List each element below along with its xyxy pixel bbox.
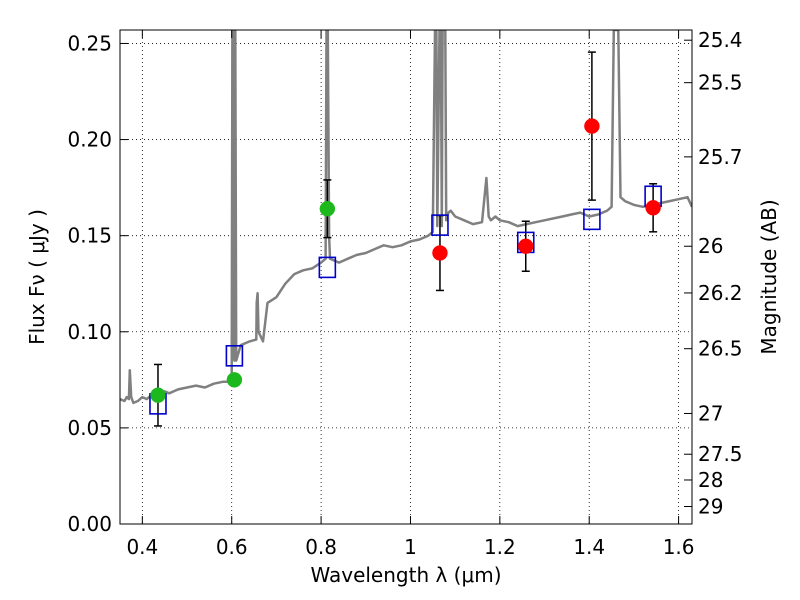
y2-tick-label: 27 — [698, 401, 723, 425]
y2-tick-label: 25.5 — [698, 71, 743, 95]
x-axis-label: Wavelength λ (μm) — [310, 563, 501, 587]
x-tick-label: 0.4 — [126, 535, 158, 559]
y-axis-label: Flux Fν ( μJy ) — [25, 209, 49, 345]
x-tick-label: 0.8 — [305, 535, 337, 559]
x-tick-label: 1.2 — [484, 535, 516, 559]
y-tick-label: 0.00 — [67, 512, 112, 536]
y-tick-label: 0.10 — [67, 320, 112, 344]
spectrum-series — [120, 30, 692, 405]
model-flux-square — [431, 214, 449, 236]
y2-tick-label: 29 — [698, 495, 723, 519]
photometry-point-red — [518, 238, 534, 254]
model-flux-square — [583, 208, 601, 231]
y2-tick-label: 26 — [698, 234, 723, 258]
y2-axis-label: Magnitude (AB) — [757, 199, 781, 354]
model-flux-square — [318, 256, 337, 279]
y-axis-left: 0.00 0.05 0.10 0.15 0.20 0.25 — [67, 31, 128, 536]
y-tick-label: 0.20 — [67, 128, 112, 152]
photometry-point-green — [226, 372, 243, 388]
y-tick-label: 0.25 — [67, 31, 112, 55]
x-axis: 0.4 0.6 0.8 1 1.2 1.4 1.6 — [126, 30, 695, 559]
plot-frame — [119, 29, 693, 525]
x-tick-label: 0.6 — [216, 535, 248, 559]
y2-tick-label: 27.5 — [698, 442, 743, 466]
photometry-point-red — [584, 118, 600, 134]
photometry-point-green — [150, 387, 166, 403]
y2-tick-label: 26.5 — [698, 337, 743, 361]
photometry-point-red — [432, 245, 448, 261]
y-axis-right: 25.4 25.5 25.7 26 26.2 26.5 27 27.528 29 — [684, 28, 743, 519]
x-tick-label: 1.6 — [663, 535, 695, 559]
y2-tick-label: 25.7 — [698, 145, 743, 169]
x-tick-label: 1 — [404, 535, 417, 559]
y2-tick-label: 26.2 — [698, 281, 743, 305]
y2-tick-label: 25.4 — [698, 28, 743, 52]
x-tick-label: 1.4 — [573, 535, 605, 559]
y-tick-label: 0.05 — [67, 416, 112, 440]
spectrum-line — [120, 30, 692, 405]
grid-lines — [120, 30, 692, 524]
data-markers — [149, 118, 662, 415]
model-flux-square — [225, 345, 244, 367]
y2-tick-label: 28 — [698, 468, 723, 492]
photometry-point-green — [319, 201, 336, 217]
y-tick-label: 0.15 — [67, 224, 112, 248]
photometry-point-red — [645, 200, 661, 216]
